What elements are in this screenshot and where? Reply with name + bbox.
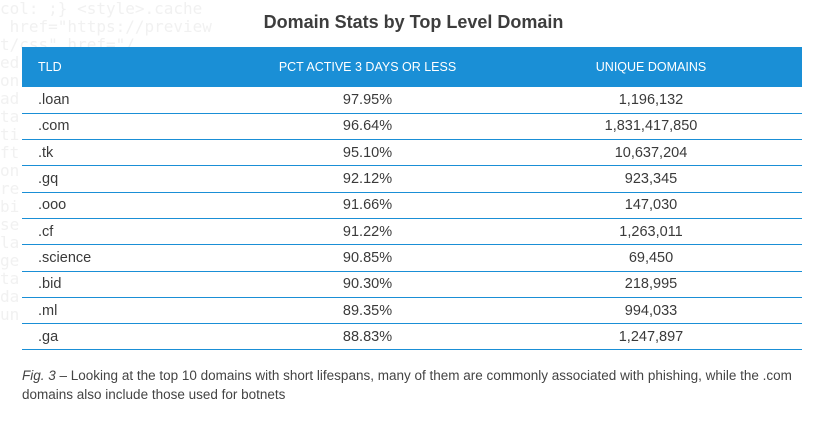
unique-domains-cell: 1,831,417,850 xyxy=(500,113,802,141)
pct-active-cell: 91.66% xyxy=(235,192,500,219)
table-row: .loan 97.95% 1,196,132 xyxy=(22,87,802,114)
tld-cell: .loan xyxy=(22,87,235,114)
tld-cell: .science xyxy=(22,244,235,272)
unique-domains-cell: 218,995 xyxy=(500,271,802,298)
pct-active-cell: 95.10% xyxy=(235,139,500,167)
table-row: .gq 92.12% 923,345 xyxy=(22,165,802,193)
pct-active-cell: 90.85% xyxy=(235,244,500,272)
tld-cell: .ml xyxy=(22,297,235,325)
table-row: .ooo 91.66% 147,030 xyxy=(22,192,802,219)
tld-cell: .cf xyxy=(22,218,235,246)
table-row: .ml 89.35% 994,033 xyxy=(22,297,802,325)
figure-caption: Fig. 3 – Looking at the top 10 domains w… xyxy=(22,366,812,404)
pct-active-cell: 91.22% xyxy=(235,218,500,246)
unique-domains-cell: 923,345 xyxy=(500,165,802,193)
tld-cell: .bid xyxy=(22,271,235,298)
figure-label: Fig. 3 xyxy=(22,368,56,383)
tld-cell: .ooo xyxy=(22,192,235,219)
pct-active-cell: 88.83% xyxy=(235,323,500,351)
unique-domains-cell: 10,637,204 xyxy=(500,139,802,167)
pct-active-cell: 97.95% xyxy=(235,87,500,114)
table-row: .com 96.64% 1,831,417,850 xyxy=(22,113,802,141)
pct-active-cell: 92.12% xyxy=(235,165,500,193)
domain-stats-table: TLD PCT ACTIVE 3 DAYS OR LESS UNIQUE DOM… xyxy=(22,47,802,351)
table-row: .science 90.85% 69,450 xyxy=(22,244,802,272)
column-header-tld: TLD xyxy=(38,60,62,74)
pct-active-cell: 96.64% xyxy=(235,113,500,141)
table-title: Domain Stats by Top Level Domain xyxy=(263,12,564,32)
table-row: .bid 90.30% 218,995 xyxy=(22,271,802,298)
tld-cell: .com xyxy=(22,113,235,141)
column-header-pct-active: PCT ACTIVE 3 DAYS OR LESS xyxy=(278,60,457,74)
unique-domains-cell: 1,196,132 xyxy=(500,87,802,114)
column-header-unique-domains: UNIQUE DOMAINS xyxy=(595,60,707,74)
tld-cell: .tk xyxy=(22,139,235,167)
tld-cell: .gq xyxy=(22,165,235,193)
unique-domains-cell: 994,033 xyxy=(500,297,802,325)
caption-text: – Looking at the top 10 domains with sho… xyxy=(22,368,792,402)
unique-domains-cell: 69,450 xyxy=(500,244,802,272)
table-row: .cf 91.22% 1,263,011 xyxy=(22,218,802,246)
table-row: .tk 95.10% 10,637,204 xyxy=(22,139,802,167)
header-row: TLD PCT ACTIVE 3 DAYS OR LESS UNIQUE DOM… xyxy=(22,47,802,87)
pct-active-cell: 89.35% xyxy=(235,297,500,325)
unique-domains-cell: 147,030 xyxy=(500,192,802,219)
tld-cell: .ga xyxy=(22,323,235,351)
unique-domains-cell: 1,263,011 xyxy=(500,218,802,246)
table-row: .ga 88.83% 1,247,897 xyxy=(22,323,802,351)
pct-active-cell: 90.30% xyxy=(235,271,500,298)
unique-domains-cell: 1,247,897 xyxy=(500,323,802,351)
